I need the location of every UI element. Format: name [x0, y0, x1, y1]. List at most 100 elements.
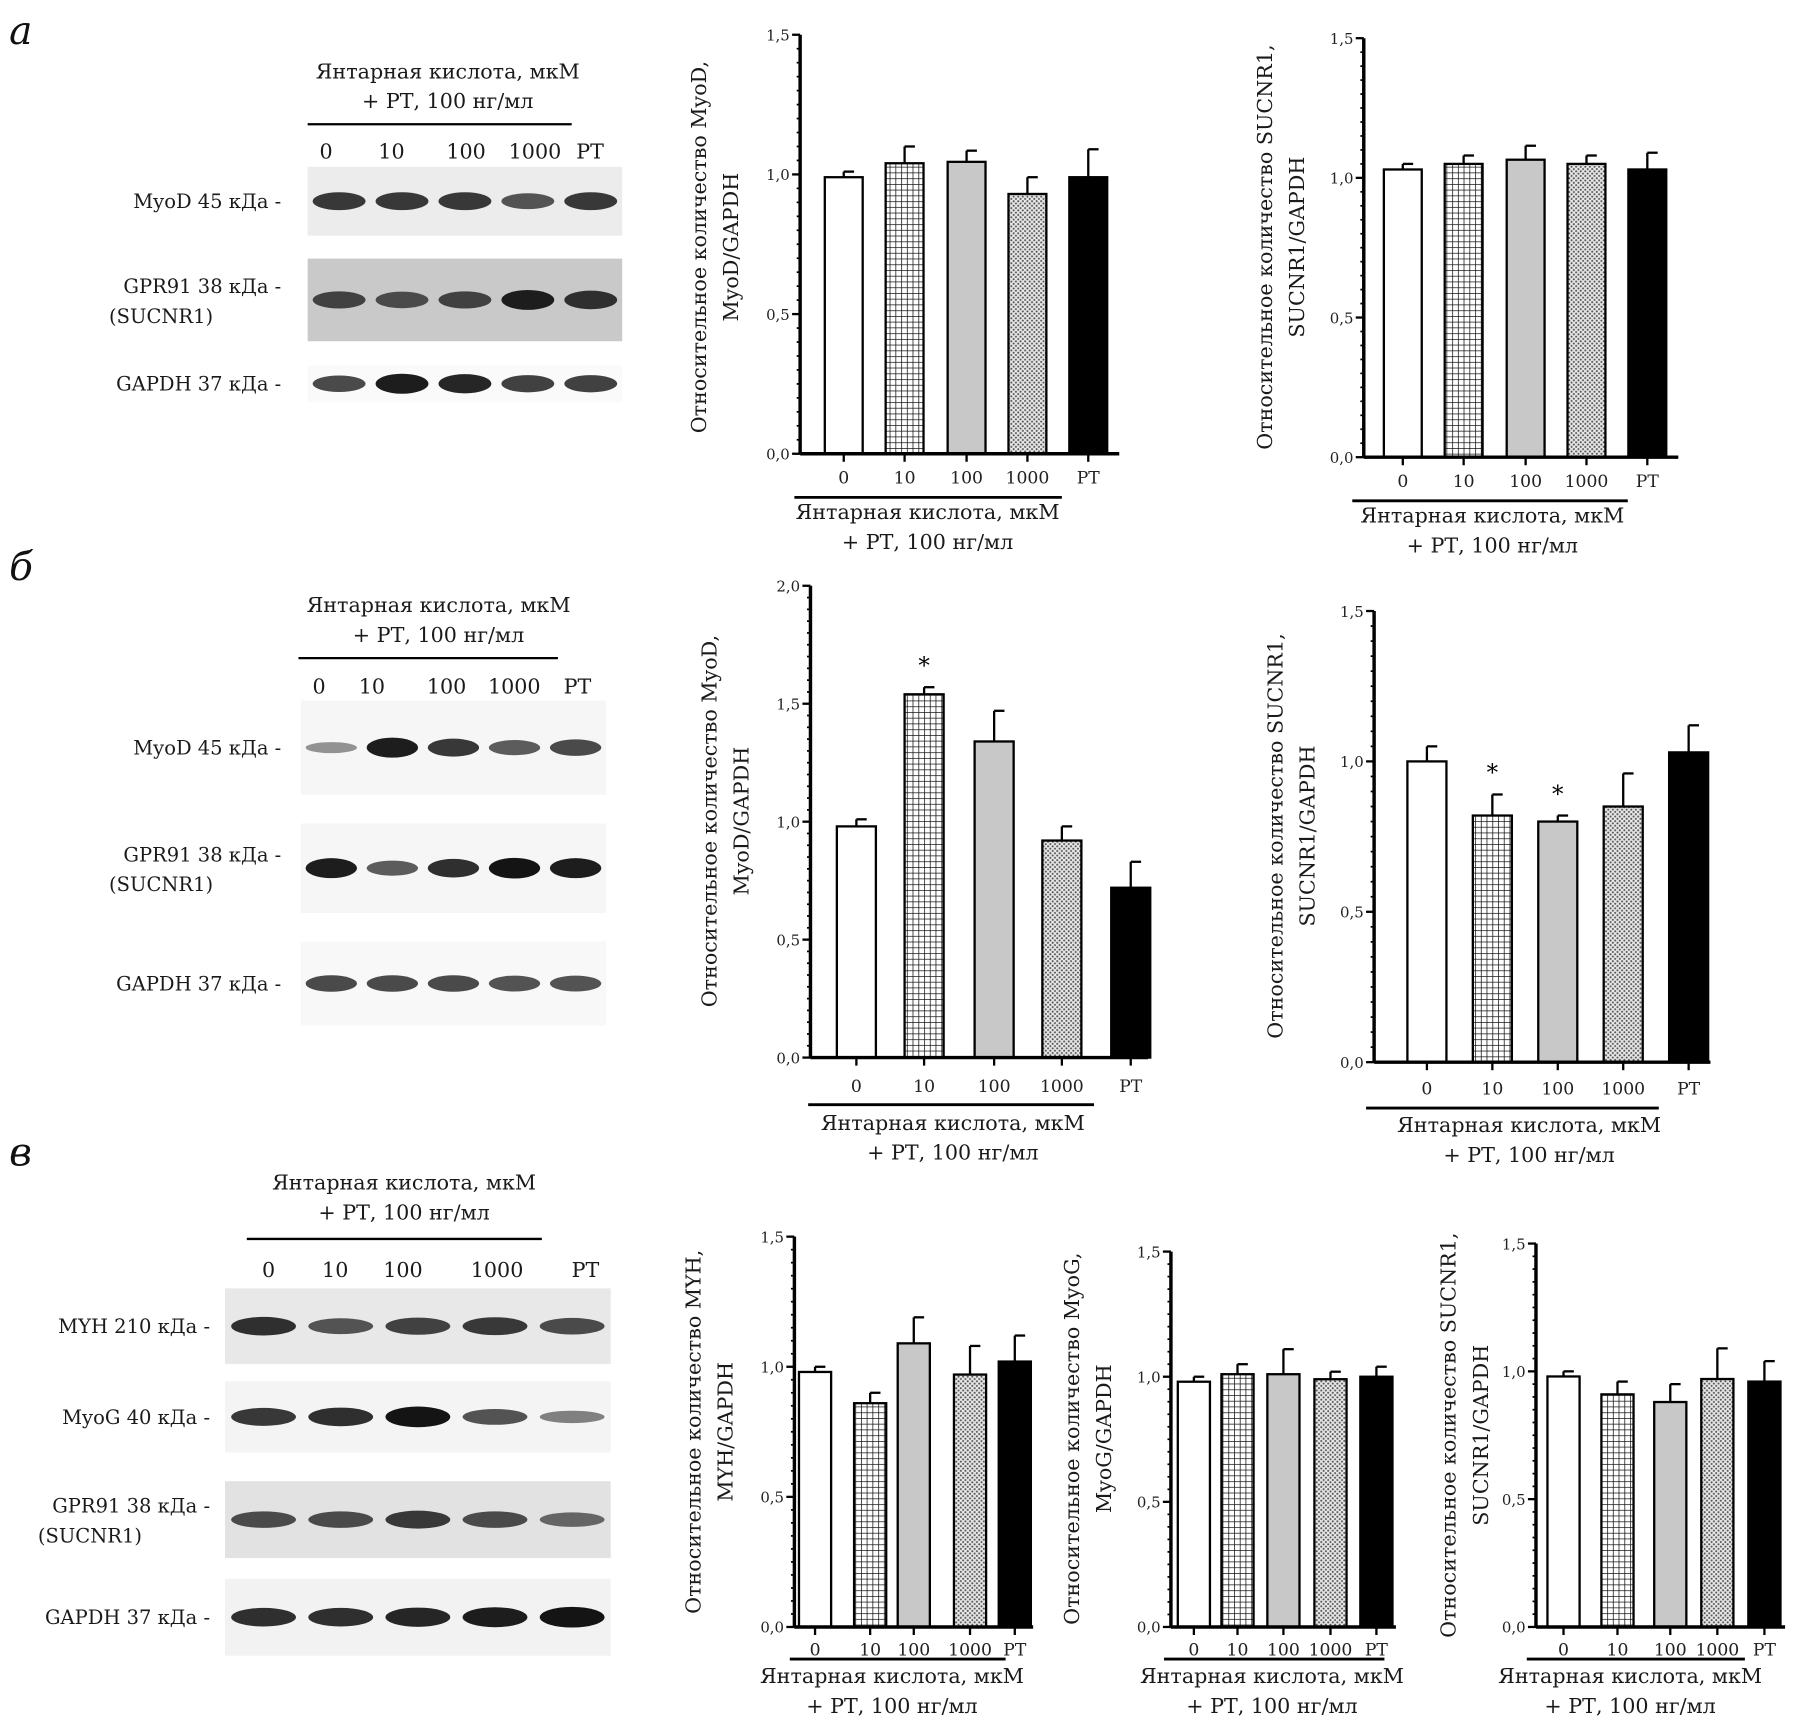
bar [896, 1342, 931, 1629]
bar [823, 176, 864, 455]
blot-row-label: GPR91 38 кДа - [123, 275, 281, 298]
x-tick-label: 100 [950, 469, 983, 489]
x-axis-label: Янтарная кислота, мкМ [796, 500, 1060, 524]
x-tick-label: 0 [838, 469, 849, 489]
bar [835, 825, 878, 1059]
x-tick-label: 1000 [1695, 1641, 1739, 1661]
y-tick-label: 0,0 [1340, 1054, 1364, 1072]
x-tick-label: 1000 [1309, 1641, 1353, 1661]
blot-band [385, 1607, 451, 1627]
blot-band [462, 1607, 528, 1628]
x-tick-label: 0 [1397, 472, 1408, 492]
bar [1471, 814, 1514, 1064]
y-axis-label: Относительное количество SUCNR1, [1263, 633, 1287, 1038]
lane-label: РТ [572, 1258, 600, 1282]
x-axis-label: + РТ, 100 нг/мл [806, 1694, 977, 1718]
y-tick-label: 0,5 [1137, 1494, 1161, 1512]
lane-label: 0 [262, 1258, 275, 1282]
blot-band [501, 193, 555, 210]
y-tick-label: 1,0 [1137, 1368, 1161, 1386]
blot-band [539, 1410, 605, 1424]
bar [1041, 839, 1083, 1059]
x-tick-label: 1000 [1006, 469, 1050, 489]
blot-row: GPR91 38 кДа - (SUCNR1) [38, 1481, 611, 1559]
x-axis-label: Янтарная кислота, мкМ [1498, 1664, 1762, 1688]
y-axis-label: Относительное количество MyoD, [697, 635, 721, 1007]
blot-row-label: GAPDH 37 кДа - [116, 373, 281, 396]
panel-2: в Янтарная кислота, мкМ + РТ, 100 нг/мл 0 10… [9, 1130, 611, 1656]
blot-band [308, 1407, 374, 1427]
x-tick-label: 1000 [1040, 1077, 1084, 1097]
x-tick-label: 1000 [1601, 1079, 1645, 1099]
y-axis-label: SUCNR1/GAPDH [1469, 1345, 1493, 1526]
lane-label: РТ [576, 140, 604, 164]
panel-letter: в [9, 1130, 32, 1175]
bar-chart-2: 0 * 10 100 1000 РТ 0,0 0,5 1,0 1,5 2,0 Янтарная кис… [697, 578, 1152, 1165]
y-tick-label: 0,0 [776, 1049, 800, 1067]
x-axis-label: + РТ, 100 нг/мл [1407, 533, 1578, 557]
bar [1747, 1380, 1782, 1629]
bar [997, 1360, 1033, 1629]
blot-row-label: MyoD 45 кДа - [133, 737, 281, 760]
bar [903, 693, 945, 1059]
bar-chart-5: 0 10 100 1000 РТ 0,0 0,5 1,0 1,5 Янтарная кислота… [1060, 1243, 1404, 1718]
blot-band [438, 374, 492, 394]
bar [1382, 168, 1423, 459]
blot-band [312, 291, 366, 309]
y-tick-label: 1,0 [766, 166, 790, 184]
blot-band [462, 1408, 528, 1425]
significance-marker: * [1552, 782, 1564, 808]
blot-band [231, 1316, 296, 1336]
bar [884, 162, 925, 455]
x-tick-label: 1000 [1565, 472, 1609, 492]
lane-label: 0 [313, 675, 326, 699]
y-tick-label: 0,0 [766, 445, 790, 463]
x-axis-label: Янтарная кислота, мкМ [1397, 1113, 1661, 1137]
lane-label: РТ [564, 675, 592, 699]
blot-band [564, 375, 618, 393]
bar-chart-6: 0 10 100 1000 РТ 0,0 0,5 1,0 1,5 Янтарная кислота… [1437, 1233, 1786, 1718]
y-tick-label: 0,5 [760, 1489, 784, 1507]
blot-band [305, 742, 357, 754]
blot-band [305, 975, 357, 992]
lane-label: 10 [359, 675, 385, 699]
blot-row-label: GPR91 38 кДа - [123, 843, 281, 866]
y-axis-label: MyoD/GAPDH [729, 747, 753, 896]
x-tick-label: 0 [851, 1077, 862, 1097]
blot-band [539, 1317, 605, 1335]
significance-marker: * [1487, 761, 1499, 787]
y-tick-label: 1,5 [1330, 30, 1354, 48]
blot-row-label: MyoD 45 кДа - [133, 190, 281, 213]
x-tick-label: РТ [1119, 1077, 1143, 1097]
y-tick-label: 1,5 [1137, 1243, 1161, 1261]
y-tick-label: 0,0 [1502, 1619, 1526, 1637]
bar [1546, 1375, 1581, 1629]
lane-label: 100 [383, 1258, 422, 1282]
blot-band [549, 739, 602, 756]
blot-row-label: GPR91 38 кДа - [52, 1495, 210, 1518]
bar [1406, 760, 1448, 1064]
bar [1566, 162, 1607, 459]
x-tick-label: 1000 [948, 1641, 992, 1661]
blot-band [375, 192, 429, 211]
x-tick-label: 100 [1654, 1641, 1687, 1661]
blot-band [366, 737, 419, 758]
blot-row-label: (SUCNR1) [109, 873, 213, 896]
blot-band [366, 860, 419, 876]
blot-band [564, 192, 618, 211]
blot-heading: + РТ, 100 нг/мл [318, 1200, 489, 1224]
bar [1505, 158, 1546, 459]
blot-band [385, 1406, 451, 1428]
lane-label: 10 [322, 1258, 348, 1282]
bar [1667, 751, 1710, 1064]
blot-band [308, 1607, 374, 1627]
blot-heading: Янтарная кислота, мкМ [316, 59, 580, 83]
lane-label: 1000 [509, 140, 562, 164]
bar [1220, 1373, 1255, 1629]
bar [1653, 1400, 1688, 1629]
y-tick-label: 0,0 [1330, 449, 1354, 467]
bar [797, 1370, 833, 1629]
bar-chart-4: 0 10 100 1000 РТ 0,0 0,5 1,0 1,5 Янтарная кислота… [681, 1228, 1034, 1718]
panel-letter: а [9, 9, 32, 54]
